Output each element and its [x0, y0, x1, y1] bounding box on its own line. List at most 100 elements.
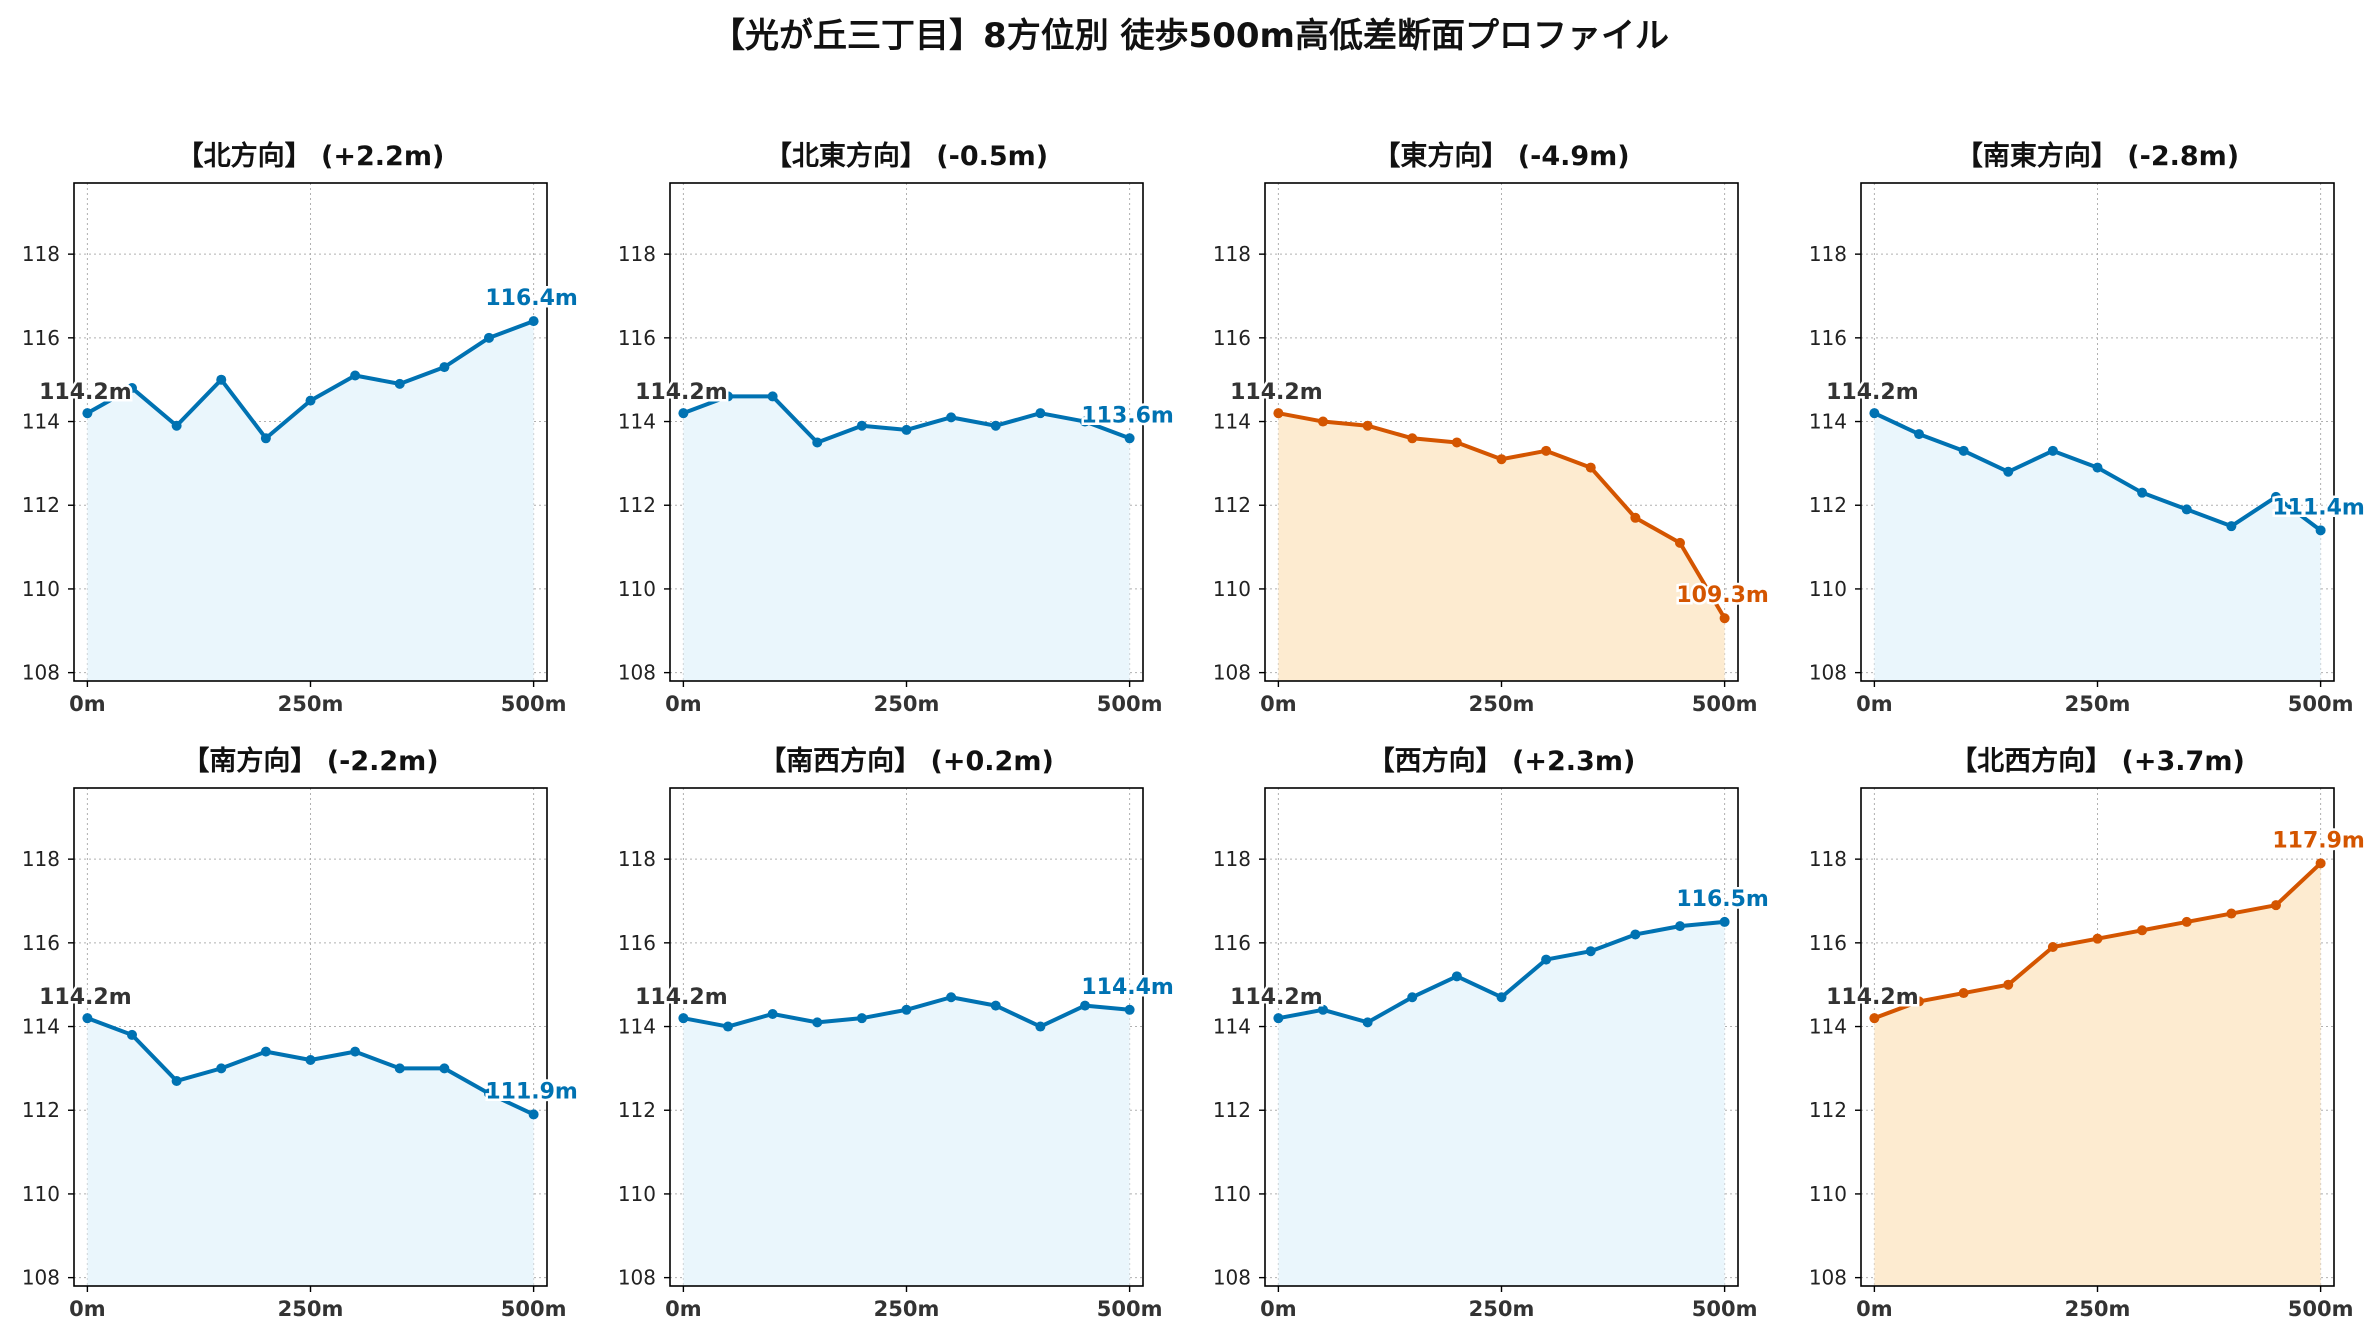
- y-tick-label: 110: [1809, 1182, 1847, 1206]
- data-point: [1869, 1013, 1880, 1024]
- end-elevation-label: 109.3m: [1676, 583, 1769, 608]
- data-point: [82, 1013, 93, 1024]
- y-tick-label: 114: [618, 410, 656, 434]
- data-point: [483, 1088, 494, 1099]
- data-point: [1035, 408, 1046, 419]
- data-point: [171, 1075, 182, 1086]
- x-tick-label: 0m: [1260, 1297, 1297, 1321]
- data-point: [1273, 1013, 1284, 1024]
- y-tick-label: 110: [1213, 577, 1251, 601]
- figure-title: 【光が丘三丁目】8方位別 徒歩500m高低差断面プロファイル: [711, 16, 1669, 56]
- data-point: [2181, 504, 2192, 515]
- y-tick-label: 112: [618, 493, 656, 517]
- data-point: [394, 1063, 405, 1074]
- profile-area: [1278, 921, 1725, 1286]
- data-point: [1674, 921, 1685, 932]
- y-tick-label: 110: [618, 577, 656, 601]
- y-tick-label: 114: [22, 1015, 60, 1039]
- data-point: [2315, 858, 2326, 869]
- y-tick-label: 108: [22, 1266, 60, 1290]
- end-elevation-label: 116.5m: [1676, 887, 1769, 912]
- x-tick-label: 250m: [2065, 692, 2131, 716]
- profile-area: [87, 1018, 534, 1286]
- data-point: [2003, 979, 2014, 990]
- y-tick-label: 112: [618, 1098, 656, 1122]
- subplot-title: 【西方向】 (+2.3m): [1368, 745, 1636, 777]
- data-point: [82, 408, 93, 419]
- subplot-5: 【南方向】 (-2.2m) 108 110 112 114 116 118 0m 250m 500…: [22, 745, 581, 1321]
- start-elevation-label: 114.2m: [635, 985, 728, 1010]
- x-tick-label: 250m: [1469, 692, 1535, 716]
- x-tick-label: 500m: [1097, 692, 1163, 716]
- y-tick-label: 110: [22, 1182, 60, 1206]
- data-point: [305, 395, 316, 406]
- data-point: [439, 362, 450, 373]
- x-tick-label: 500m: [1692, 1297, 1758, 1321]
- data-point: [1914, 996, 1925, 1007]
- start-elevation-label: 114.2m: [39, 985, 132, 1010]
- y-tick-label: 112: [1213, 1098, 1251, 1122]
- y-tick-label: 108: [1213, 1266, 1251, 1290]
- x-tick-label: 0m: [69, 692, 106, 716]
- data-point: [260, 1046, 271, 1057]
- x-tick-label: 500m: [1692, 692, 1758, 716]
- data-point: [2092, 933, 2103, 944]
- start-elevation-label: 114.2m: [1826, 380, 1919, 405]
- profile-area: [683, 396, 1130, 681]
- subplot-title: 【南東方向】 (-2.8m): [1956, 140, 2239, 172]
- start-elevation-label: 114.2m: [1230, 380, 1323, 405]
- end-elevation-label: 117.9m: [2272, 828, 2365, 853]
- data-point: [1914, 429, 1925, 440]
- x-tick-label: 0m: [665, 1297, 702, 1321]
- y-tick-label: 118: [1809, 847, 1847, 871]
- subplot-title: 【東方向】 (-4.9m): [1373, 140, 1629, 172]
- y-tick-label: 110: [22, 577, 60, 601]
- end-elevation-label: 113.6m: [1081, 403, 1174, 428]
- y-tick-label: 116: [618, 326, 656, 350]
- y-tick-label: 116: [22, 326, 60, 350]
- y-tick-label: 112: [1809, 1098, 1847, 1122]
- y-tick-label: 112: [22, 493, 60, 517]
- data-point: [1407, 433, 1418, 444]
- data-point: [394, 378, 405, 389]
- subplot-title: 【北東方向】 (-0.5m): [765, 140, 1048, 172]
- data-point: [1958, 445, 1969, 456]
- data-point: [2226, 908, 2237, 919]
- data-point: [350, 370, 361, 381]
- start-elevation-label: 114.2m: [39, 380, 132, 405]
- y-tick-label: 114: [1213, 1015, 1251, 1039]
- y-tick-label: 116: [1213, 931, 1251, 955]
- data-point: [1585, 946, 1596, 957]
- data-point: [1958, 988, 1969, 999]
- data-point: [1541, 445, 1552, 456]
- y-tick-label: 116: [1213, 326, 1251, 350]
- data-point: [767, 1008, 778, 1019]
- profile-area: [683, 997, 1130, 1286]
- data-point: [2003, 466, 2014, 477]
- y-tick-label: 116: [618, 931, 656, 955]
- data-point: [812, 437, 823, 448]
- data-point: [1719, 916, 1730, 927]
- data-point: [723, 391, 734, 402]
- data-point: [2315, 525, 2326, 536]
- data-point: [483, 332, 494, 343]
- data-point: [1362, 420, 1373, 431]
- data-point: [528, 316, 539, 327]
- data-point: [1318, 416, 1329, 427]
- data-point: [1869, 408, 1880, 419]
- y-tick-label: 114: [618, 1015, 656, 1039]
- data-point: [990, 1000, 1001, 1011]
- subplot-title: 【南西方向】 (+0.2m): [759, 745, 1054, 777]
- y-tick-label: 118: [22, 847, 60, 871]
- y-tick-label: 118: [1213, 242, 1251, 266]
- x-tick-label: 0m: [1856, 692, 1893, 716]
- data-point: [1124, 1004, 1135, 1015]
- data-point: [2270, 900, 2281, 911]
- data-point: [678, 408, 689, 419]
- y-tick-label: 118: [1213, 847, 1251, 871]
- x-tick-label: 500m: [1097, 1297, 1163, 1321]
- x-tick-label: 250m: [2065, 1297, 2131, 1321]
- data-point: [171, 420, 182, 431]
- y-tick-label: 118: [1809, 242, 1847, 266]
- subplot-1: 【北方向】 (+2.2m) 108 110 112 114 116 118 0m 250m 500…: [22, 140, 581, 716]
